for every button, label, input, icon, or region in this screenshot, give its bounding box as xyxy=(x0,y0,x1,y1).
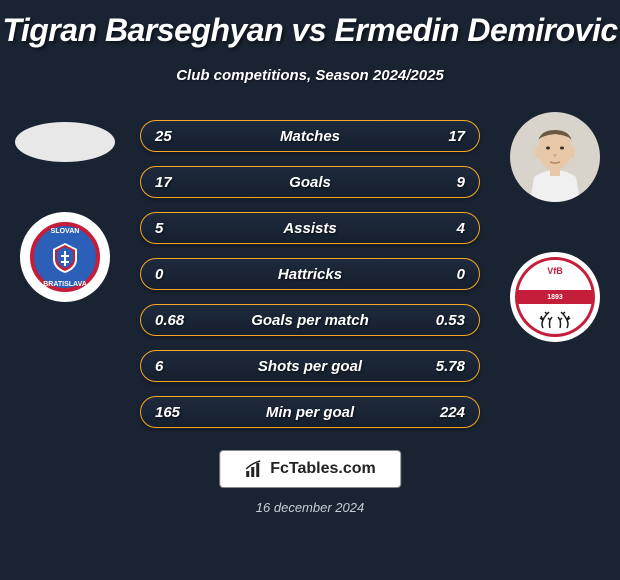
antlers-icon xyxy=(535,310,575,330)
player-right-photo xyxy=(510,112,600,202)
player-left-photo-placeholder xyxy=(15,122,115,162)
vfb-badge-icon: VfB 1893 xyxy=(515,257,595,337)
stat-left-value: 25 xyxy=(155,128,205,145)
stat-right-value: 9 xyxy=(415,174,465,191)
subtitle: Club competitions, Season 2024/2025 xyxy=(0,67,620,84)
stat-right-value: 0 xyxy=(415,266,465,283)
stat-row: 0.68 Goals per match 0.53 xyxy=(140,304,480,336)
club-badge-left: SLOVAN BRATISLAVA xyxy=(20,212,110,302)
stat-left-value: 165 xyxy=(155,404,205,421)
stat-label: Goals per match xyxy=(251,312,369,329)
stat-row: 0 Hattricks 0 xyxy=(140,258,480,290)
stat-label: Assists xyxy=(283,220,336,237)
stat-left-value: 5 xyxy=(155,220,205,237)
stat-label: Matches xyxy=(280,128,340,145)
brand-logo[interactable]: FcTables.com xyxy=(219,450,401,488)
comparison-area: SLOVAN BRATISLAVA xyxy=(0,112,620,452)
page-title: Tigran Barseghyan vs Ermedin Demirovic xyxy=(0,0,620,49)
stat-row: 6 Shots per goal 5.78 xyxy=(140,350,480,382)
stat-right-value: 0.53 xyxy=(415,312,465,329)
stat-row: 25 Matches 17 xyxy=(140,120,480,152)
chart-icon xyxy=(244,459,264,479)
stat-right-value: 5.78 xyxy=(415,358,465,375)
club-badge-right: VfB 1893 xyxy=(510,252,600,342)
stat-left-value: 17 xyxy=(155,174,205,191)
stat-label: Shots per goal xyxy=(258,358,362,375)
stat-left-value: 0.68 xyxy=(155,312,205,329)
stat-label: Goals xyxy=(289,174,331,191)
stat-label: Hattricks xyxy=(278,266,342,283)
footer-date: 16 december 2024 xyxy=(256,500,364,515)
slovan-badge-icon: SLOVAN BRATISLAVA xyxy=(30,222,100,292)
stat-right-value: 224 xyxy=(415,404,465,421)
brand-text: FcTables.com xyxy=(270,460,376,478)
stat-left-value: 6 xyxy=(155,358,205,375)
stat-row: 165 Min per goal 224 xyxy=(140,396,480,428)
stat-right-value: 4 xyxy=(415,220,465,237)
slovan-crest-icon xyxy=(47,239,83,275)
stat-row: 17 Goals 9 xyxy=(140,166,480,198)
stat-row: 5 Assists 4 xyxy=(140,212,480,244)
stats-list: 25 Matches 17 17 Goals 9 5 Assists 4 0 H… xyxy=(140,120,480,428)
player-portrait-icon xyxy=(520,122,590,202)
stat-left-value: 0 xyxy=(155,266,205,283)
right-column: VfB 1893 xyxy=(490,112,620,342)
stat-label: Min per goal xyxy=(266,404,354,421)
stat-right-value: 17 xyxy=(415,128,465,145)
left-column: SLOVAN BRATISLAVA xyxy=(0,112,130,302)
